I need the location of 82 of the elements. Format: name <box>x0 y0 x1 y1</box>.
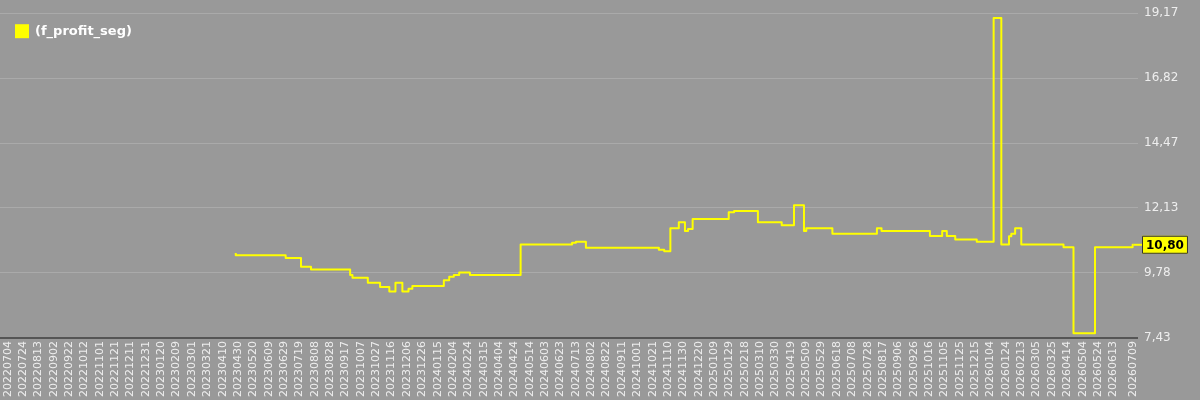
x-tick-label: 20250728 <box>860 341 874 398</box>
x-tick-label: 20231226 <box>415 341 429 398</box>
x-tick-label: 20240115 <box>430 341 444 398</box>
x-tick-label: 20231116 <box>384 341 398 398</box>
x-tick-label: 20260613 <box>1106 341 1120 398</box>
x-tick-label: 20260709 <box>1126 341 1140 398</box>
x-tick-label: 20230301 <box>184 341 198 398</box>
x-tick-label: 20260325 <box>1044 341 1058 398</box>
x-tick-label: 20250529 <box>814 341 828 398</box>
x-tick-label: 20240802 <box>584 341 598 398</box>
x-tick-label: 20240514 <box>522 341 536 398</box>
x-tick-label: 20260524 <box>1090 341 1104 398</box>
x-tick-label: 20230410 <box>215 341 229 398</box>
x-tick-label: 20241130 <box>676 341 690 398</box>
x-tick-label: 20240623 <box>553 341 567 398</box>
x-tick-label: 20220704 <box>0 341 14 398</box>
x-tick-label: 20221101 <box>92 341 106 398</box>
x-tick-label: 20250509 <box>799 341 813 398</box>
x-tick-label: 20230609 <box>261 341 275 398</box>
x-tick-label: 20221012 <box>77 341 91 398</box>
x-tick-label: 20250310 <box>753 341 767 398</box>
x-tick-label: 20240404 <box>491 341 505 398</box>
x-tick-label: 20250618 <box>829 341 843 398</box>
x-tick-label: 20250330 <box>768 341 782 398</box>
x-tick-label: 20251016 <box>922 341 935 398</box>
y-tick-label: 14,47 <box>1144 135 1179 150</box>
x-tick-label: 20250419 <box>783 341 797 398</box>
x-tick-label: 20231206 <box>399 341 413 398</box>
x-tick-label: 20260213 <box>1014 341 1028 398</box>
x-tick-label: 20241021 <box>645 341 659 398</box>
y-tick-label: 16,82 <box>1144 70 1179 85</box>
x-tick-label: 20250906 <box>891 341 905 398</box>
y-tick-label: 9,78 <box>1144 265 1171 280</box>
x-tick-label: 20230430 <box>230 341 244 398</box>
x-tick-label: 20251125 <box>952 341 966 398</box>
x-tick-label: 20240424 <box>507 341 521 398</box>
x-tick-label: 20221211 <box>123 341 137 398</box>
x-tick-label: 20220922 <box>61 341 75 398</box>
x-tick-label: 20260124 <box>998 341 1012 398</box>
x-tick-label: 20251105 <box>937 341 951 398</box>
x-tick-label: 20250109 <box>706 341 720 398</box>
x-tick-label: 20221121 <box>108 341 122 398</box>
x-tick-label: 20240315 <box>476 341 490 398</box>
x-tick-label: 20241110 <box>660 341 674 398</box>
legend-label: (f_profit_seg) <box>35 22 132 39</box>
x-tick-label: 20230808 <box>307 341 321 398</box>
x-tick-label: 20231007 <box>353 341 367 398</box>
x-tick-label: 20230629 <box>276 341 290 398</box>
x-tick-label: 20260305 <box>1029 341 1043 398</box>
x-tick-label: 20250129 <box>722 341 736 398</box>
x-tick-label: 20240911 <box>614 341 628 398</box>
x-tick-label: 20241220 <box>691 341 705 398</box>
x-tick-label: 20231027 <box>369 341 383 398</box>
annotation: 10,80 <box>1146 237 1184 252</box>
x-tick-label: 20230719 <box>292 341 306 398</box>
x-tick-label: 20260504 <box>1075 341 1089 398</box>
x-tick-label: 20240713 <box>568 341 582 398</box>
x-tick-label: 20230520 <box>246 341 260 398</box>
x-tick-label: 20220724 <box>15 341 29 398</box>
x-tick-label: 20250926 <box>906 341 920 398</box>
x-tick-label: 20230828 <box>323 341 337 398</box>
x-tick-label: 20251215 <box>968 341 982 398</box>
x-tick-label: 20250708 <box>845 341 859 398</box>
y-tick-label: 7,43 <box>1144 330 1171 345</box>
x-tick-label: 20260104 <box>983 341 997 398</box>
x-tick-label: 20230321 <box>200 341 214 398</box>
x-tick-label: 20260414 <box>1060 341 1074 398</box>
x-tick-label: 20250817 <box>875 341 889 398</box>
x-tick-label: 20241001 <box>630 341 644 398</box>
x-tick-label: 20240822 <box>599 341 613 398</box>
x-tick-label: 20221231 <box>138 341 152 398</box>
x-tick-label: 20240224 <box>461 341 475 398</box>
x-tick-label: 20230917 <box>338 341 352 398</box>
x-tick-label: 20220902 <box>46 341 60 398</box>
x-tick-label: 20230209 <box>169 341 183 398</box>
x-tick-label: 20220813 <box>31 341 45 398</box>
y-tick-label: 12,13 <box>1144 200 1179 215</box>
x-tick-label: 20240204 <box>445 341 459 398</box>
x-tick-label: 20240603 <box>538 341 552 398</box>
x-tick-label: 20230120 <box>154 341 168 398</box>
x-tick-label: 20250218 <box>737 341 751 398</box>
y-tick-label: 19,17 <box>1144 5 1179 20</box>
